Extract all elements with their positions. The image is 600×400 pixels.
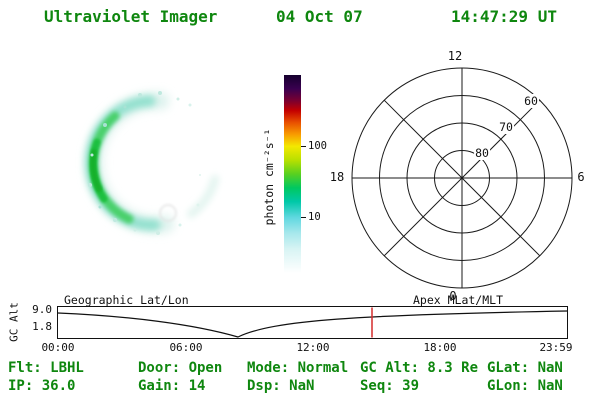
status-glon: GLon: NaN — [487, 378, 563, 394]
colorbar-tick-10 — [301, 217, 306, 218]
timeline-xtick-0000: 00:00 — [41, 341, 75, 354]
status-gain: Gain: 14 — [138, 378, 206, 394]
mlat-label-70: 70 — [498, 120, 514, 134]
status-ip: IP: 36.0 — [8, 378, 76, 394]
mlat-label-60: 60 — [523, 94, 539, 108]
mlat-label-80: 80 — [474, 146, 490, 160]
mlt-label-0: 0 — [449, 289, 457, 303]
status-gc-alt: GC Alt: 8.3 Re — [360, 360, 479, 376]
app-title: Ultraviolet Imager — [44, 7, 218, 26]
colorbar — [284, 75, 301, 273]
timeline-label-geographic: Geographic Lat/Lon — [64, 293, 189, 307]
timeline-label-apex: Apex MLat/MLT — [413, 293, 504, 307]
status-dsp: Dsp: NaN — [247, 378, 315, 394]
status-mode: Mode: Normal — [247, 360, 349, 376]
timeline-xtick-2359: 23:59 — [539, 341, 573, 354]
mlt-label-18: 18 — [329, 170, 345, 184]
polar-grid — [351, 67, 573, 289]
mlt-label-6: 6 — [577, 170, 585, 184]
status-door: Door: Open — [138, 360, 223, 376]
time-label: 14:47:29 UT — [451, 7, 557, 26]
gc-alt-curve — [57, 307, 568, 338]
mlt-label-12: 12 — [447, 49, 463, 63]
date-label: 04 Oct 07 — [276, 7, 363, 26]
status-glat: GLat: NaN — [487, 360, 563, 376]
timeline-ytick-90: 9.0 — [32, 303, 52, 316]
timeline-xtick-0600: 06:00 — [169, 341, 203, 354]
aurora-speckles — [88, 91, 201, 235]
aurora-image — [85, 91, 219, 235]
timeline-xtick-1800: 18:00 — [423, 341, 457, 354]
timeline-ytick-18: 1.8 — [32, 320, 52, 333]
gc-alt-timeline — [57, 306, 568, 339]
timeline-y-axis-label: GC Alt — [7, 302, 21, 342]
colorbar-units-label: photon cm⁻²s⁻¹ — [262, 128, 276, 226]
status-seq: Seq: 39 — [360, 378, 420, 394]
colorbar-tick-label-100: 100 — [308, 140, 327, 152]
colorbar-tick-label-10: 10 — [308, 211, 321, 223]
colorbar-tick-100 — [301, 146, 306, 147]
status-flt: Flt: LBHL — [8, 360, 84, 376]
timeline-xtick-1200: 12:00 — [296, 341, 330, 354]
